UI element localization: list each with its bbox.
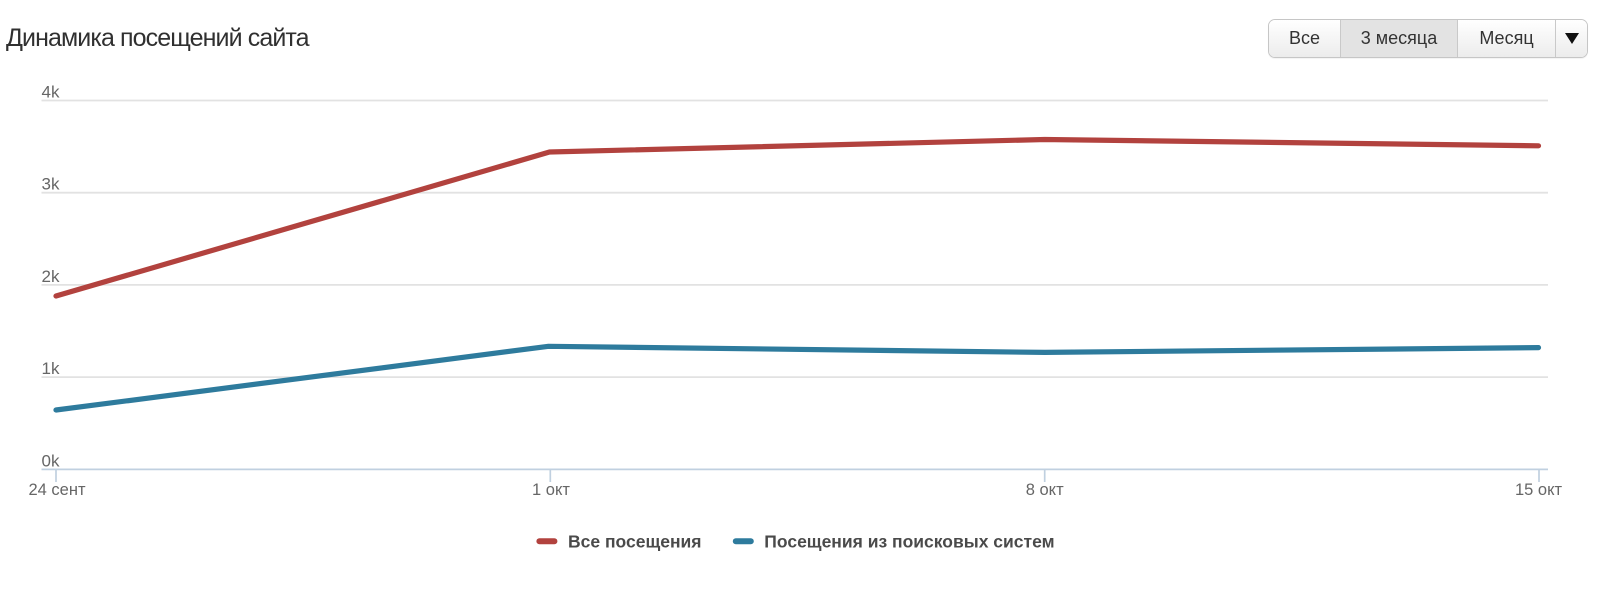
svg-text:24 сент: 24 сент — [28, 481, 85, 499]
svg-text:Все посещения: Все посещения — [568, 532, 702, 552]
svg-text:2k: 2k — [42, 267, 60, 286]
svg-text:15 окт: 15 окт — [1515, 481, 1563, 499]
svg-text:Посещения из поисковых систем: Посещения из поисковых систем — [764, 532, 1054, 552]
svg-text:3k: 3k — [42, 175, 60, 194]
svg-text:1 окт: 1 окт — [532, 481, 570, 499]
svg-text:4k: 4k — [42, 83, 60, 102]
svg-text:8 окт: 8 окт — [1026, 481, 1064, 499]
svg-text:0k: 0k — [42, 451, 60, 470]
svg-text:1k: 1k — [42, 359, 60, 378]
